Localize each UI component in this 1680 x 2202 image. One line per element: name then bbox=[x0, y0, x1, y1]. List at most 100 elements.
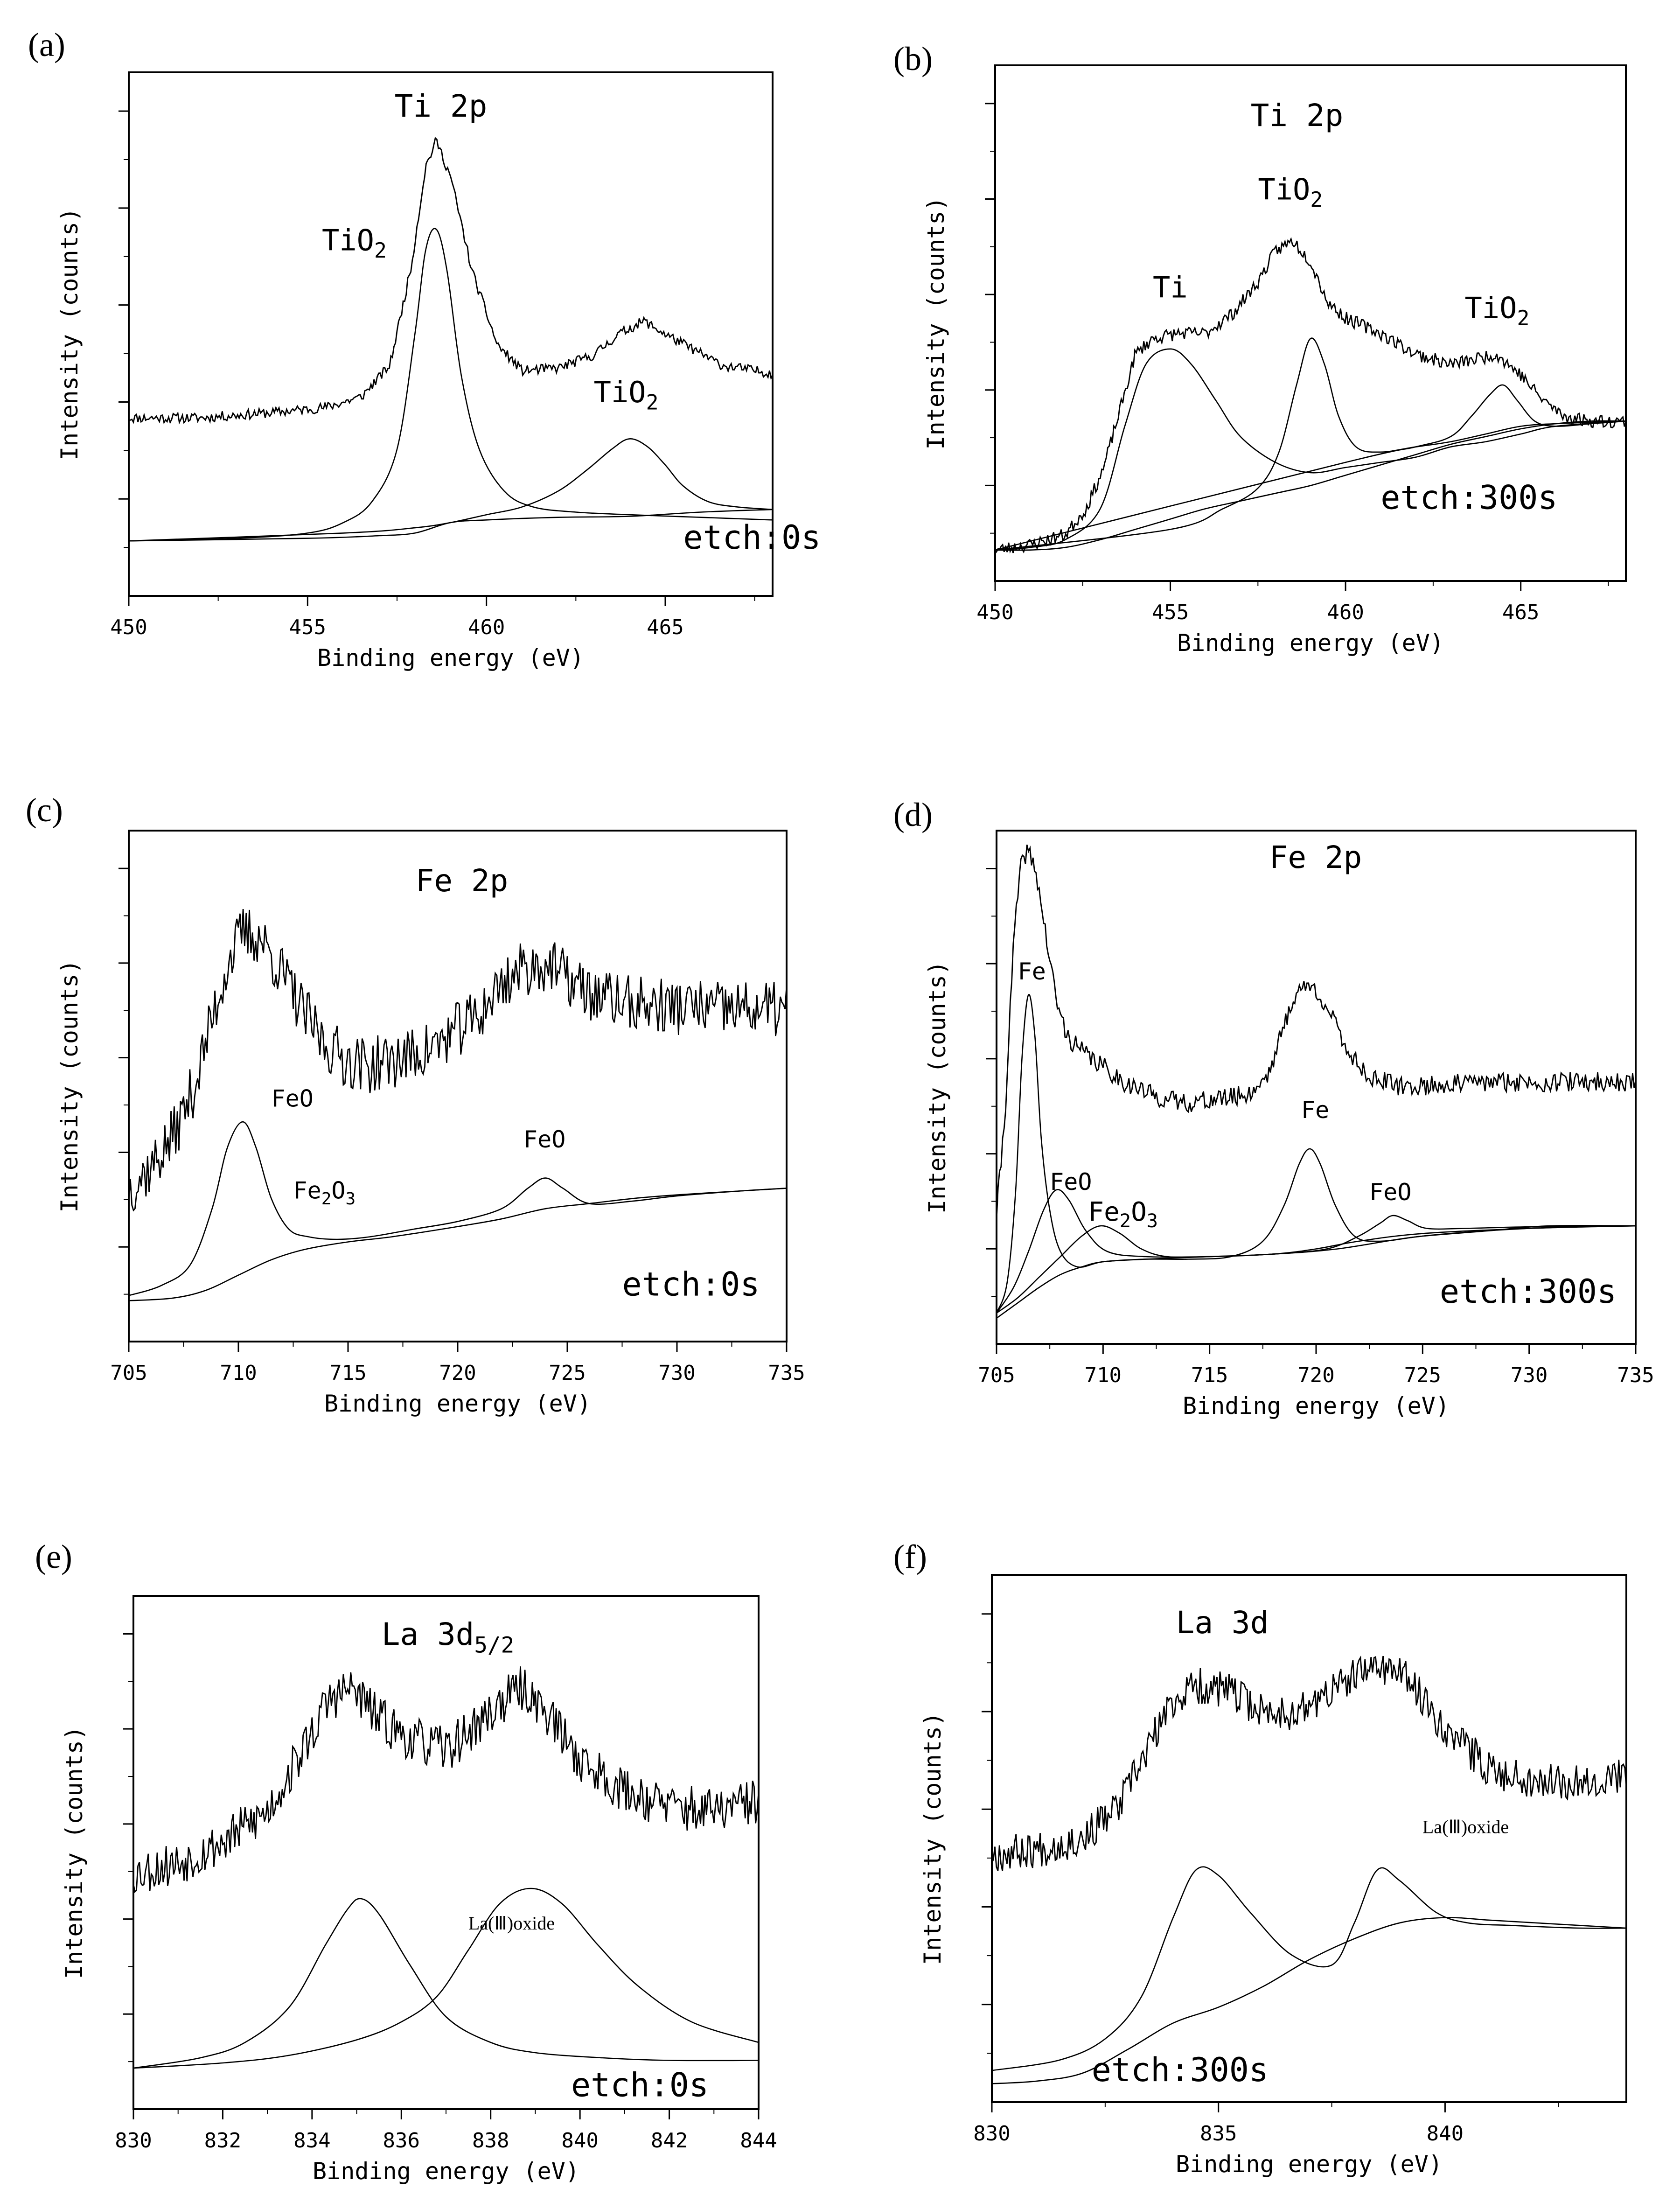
series-line-5 bbox=[996, 420, 1625, 551]
x-tick-label: 455 bbox=[1152, 601, 1189, 624]
x-tick-label: 830 bbox=[115, 2129, 152, 2153]
x-tick-label: 830 bbox=[973, 2122, 1010, 2146]
annotation-1: TiO2 bbox=[322, 223, 387, 263]
series-line-4 bbox=[996, 384, 1625, 551]
series-line-3 bbox=[993, 1917, 1625, 2084]
annotation-1: La(Ⅲ)oxide bbox=[468, 1913, 555, 1934]
chart-title: Fe 2p bbox=[416, 863, 509, 899]
x-tick-label: 725 bbox=[1404, 1363, 1441, 1387]
x-tick-label: 844 bbox=[740, 2129, 777, 2153]
x-tick-label: 705 bbox=[978, 1363, 1015, 1387]
x-tick-label: 725 bbox=[549, 1361, 586, 1385]
annotation-2: Ti bbox=[1153, 270, 1188, 304]
panel-label: (a) bbox=[28, 26, 65, 63]
panel-label: (d) bbox=[893, 796, 933, 833]
series-line-3 bbox=[130, 438, 772, 542]
x-axis-label: Binding energy (eV) bbox=[1176, 2151, 1443, 2178]
chart-panel-b: (b) 450 455 460 465 Binding energy (eV) Intens… bbox=[893, 40, 1627, 657]
y-axis-label: Intensity (counts) bbox=[922, 197, 949, 450]
annotation-1: Fe bbox=[1018, 958, 1046, 985]
x-tick-label: 460 bbox=[468, 615, 505, 639]
x-axis-label: Binding energy (eV) bbox=[324, 1390, 591, 1417]
series-line-4 bbox=[130, 509, 772, 542]
annotation-4: Fe bbox=[1301, 1097, 1329, 1124]
plot-frame bbox=[132, 1595, 760, 2110]
series-line-5 bbox=[997, 1225, 1635, 1319]
annotation-2: etch:0s bbox=[571, 2066, 709, 2104]
x-tick-label: 730 bbox=[658, 1361, 695, 1385]
x-tick-label: 715 bbox=[1191, 1363, 1228, 1387]
x-tick-label: 450 bbox=[110, 615, 147, 639]
x-tick-label: 465 bbox=[1502, 601, 1539, 624]
series-line-1 bbox=[997, 845, 1635, 1215]
annotation-4: etch:0s bbox=[622, 1265, 760, 1303]
x-tick-label: 840 bbox=[1427, 2122, 1464, 2146]
panel-label: (b) bbox=[893, 40, 933, 77]
series-line-3 bbox=[130, 1188, 786, 1301]
y-axis-label: Intensity (counts) bbox=[56, 960, 83, 1213]
series-line-2 bbox=[997, 993, 1635, 1313]
x-axis-label: Binding energy (eV) bbox=[313, 2158, 579, 2185]
annotation-2: etch:300s bbox=[1092, 2051, 1269, 2089]
x-tick-label: 465 bbox=[647, 615, 683, 639]
series-line-3 bbox=[134, 1887, 758, 2069]
annotation-3: Fe2O3 bbox=[1088, 1197, 1158, 1232]
annotation-1: TiO2 bbox=[1258, 172, 1323, 212]
annotation-2: FeO bbox=[1050, 1168, 1092, 1195]
chart-panel-a: (a) 450 455 460 465 Binding energy (eV) Intens… bbox=[28, 26, 821, 671]
y-axis-label: Intensity (counts) bbox=[924, 961, 951, 1214]
series-line-1 bbox=[134, 1666, 758, 1893]
y-axis-label: Intensity (counts) bbox=[919, 1712, 946, 1965]
series-line-2 bbox=[993, 1866, 1625, 2071]
x-tick-label: 705 bbox=[110, 1361, 147, 1385]
x-axis-label: Binding energy (eV) bbox=[317, 644, 584, 671]
annotation-3: TiO2 bbox=[1464, 291, 1529, 330]
chart-panel-e: (e) 830 832 834 836 838 840 842 844 Binding energ… bbox=[35, 1538, 777, 2185]
series-line-2 bbox=[130, 1121, 786, 1296]
series-line-2 bbox=[134, 1898, 758, 2069]
x-tick-label: 840 bbox=[561, 2129, 598, 2153]
x-axis-label: Binding energy (eV) bbox=[1183, 1392, 1450, 1419]
x-tick-label: 720 bbox=[439, 1361, 476, 1385]
y-axis-label: Intensity (counts) bbox=[61, 1726, 88, 1979]
series-line-3 bbox=[996, 337, 1625, 551]
plot-frame bbox=[128, 71, 774, 597]
series-line-2 bbox=[130, 228, 772, 542]
annotation-3: etch:0s bbox=[683, 518, 821, 557]
x-tick-label: 832 bbox=[204, 2129, 241, 2153]
series-line-1 bbox=[993, 1655, 1625, 1871]
annotation-4: etch:300s bbox=[1380, 478, 1557, 517]
annotation-2: TiO2 bbox=[594, 375, 659, 415]
annotation-2: Fe2O3 bbox=[293, 1177, 356, 1209]
y-axis-label: Intensity (counts) bbox=[56, 208, 83, 461]
x-tick-label: 710 bbox=[220, 1361, 257, 1385]
chart-title: La 3d5/2 bbox=[382, 1616, 515, 1658]
plot-frame bbox=[991, 1574, 1627, 2103]
annotation-6: etch:300s bbox=[1440, 1272, 1617, 1311]
panel-label: (c) bbox=[26, 791, 63, 829]
chart-title: Ti 2p bbox=[1251, 98, 1344, 133]
annotation-1: FeO bbox=[272, 1085, 314, 1112]
chart-panel-f: (f) 830 835 840 Binding energy (eV) Intensity… bbox=[893, 1538, 1627, 2178]
x-tick-label: 834 bbox=[293, 2129, 330, 2153]
x-tick-label: 842 bbox=[651, 2129, 688, 2153]
x-tick-label: 450 bbox=[976, 601, 1013, 624]
x-tick-label: 735 bbox=[1617, 1363, 1654, 1387]
chart-title: Fe 2p bbox=[1269, 839, 1362, 875]
series-line-1 bbox=[130, 909, 786, 1212]
series-line-1 bbox=[130, 137, 772, 425]
x-tick-label: 720 bbox=[1297, 1363, 1334, 1387]
chart-title: Ti 2p bbox=[395, 88, 488, 124]
chart-panel-c: (c) 705 710 715 720 725 730 735 Binding energy (… bbox=[26, 791, 805, 1417]
x-tick-label: 715 bbox=[329, 1361, 366, 1385]
annotation-3: FeO bbox=[523, 1126, 565, 1153]
chart-title: La 3d bbox=[1176, 1605, 1269, 1641]
x-tick-label: 836 bbox=[383, 2129, 420, 2153]
x-tick-label: 710 bbox=[1085, 1363, 1122, 1387]
x-tick-label: 835 bbox=[1200, 2122, 1237, 2146]
series-line-1 bbox=[996, 237, 1625, 554]
annotation-5: FeO bbox=[1369, 1179, 1411, 1206]
x-axis-label: Binding energy (eV) bbox=[1177, 629, 1444, 657]
x-tick-label: 455 bbox=[289, 615, 326, 639]
